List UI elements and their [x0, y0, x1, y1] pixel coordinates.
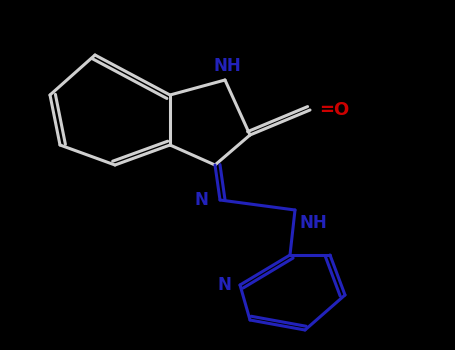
Text: =O: =O: [319, 101, 349, 119]
Text: N: N: [195, 191, 209, 209]
Text: N: N: [217, 276, 231, 294]
Text: NH: NH: [213, 57, 241, 75]
Text: NH: NH: [299, 214, 327, 231]
